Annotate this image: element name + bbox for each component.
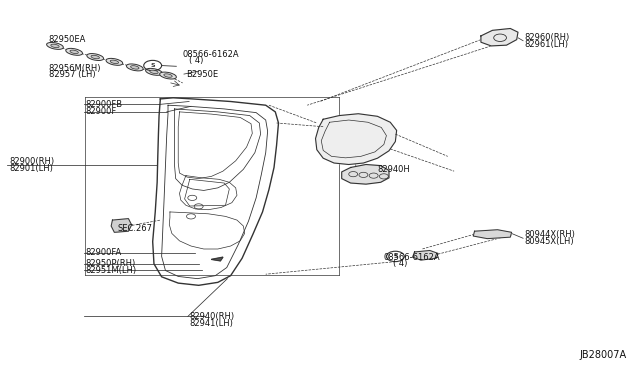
Polygon shape <box>342 164 389 184</box>
Polygon shape <box>111 219 132 232</box>
Text: 82900FB: 82900FB <box>86 100 123 109</box>
Text: 82957 (LH): 82957 (LH) <box>49 70 95 79</box>
Ellipse shape <box>127 64 143 71</box>
Text: 82960(RH): 82960(RH) <box>524 33 570 42</box>
Ellipse shape <box>47 42 63 49</box>
Polygon shape <box>413 250 438 260</box>
Text: 82950EA: 82950EA <box>49 35 86 44</box>
Text: 08566-6162A: 08566-6162A <box>182 50 239 59</box>
Text: 82900F: 82900F <box>86 108 117 116</box>
Text: 82951M(LH): 82951M(LH) <box>86 266 137 275</box>
Ellipse shape <box>70 50 78 54</box>
Text: 82900FA: 82900FA <box>86 248 122 257</box>
Ellipse shape <box>87 54 104 61</box>
Text: B2950E: B2950E <box>186 70 218 79</box>
Text: 80944X(RH): 80944X(RH) <box>524 230 575 240</box>
Ellipse shape <box>66 48 83 55</box>
Text: 82941(LH): 82941(LH) <box>189 319 233 328</box>
Ellipse shape <box>51 44 59 48</box>
Ellipse shape <box>150 70 158 74</box>
Ellipse shape <box>131 66 139 69</box>
Text: 82940(RH): 82940(RH) <box>189 312 234 321</box>
Polygon shape <box>211 257 223 261</box>
Text: S: S <box>393 254 397 259</box>
Text: 82961(LH): 82961(LH) <box>524 39 568 49</box>
Text: 82956M(RH): 82956M(RH) <box>49 64 101 73</box>
Polygon shape <box>316 114 397 164</box>
Ellipse shape <box>159 72 177 79</box>
Text: SEC.267: SEC.267 <box>118 224 152 233</box>
Ellipse shape <box>91 55 99 59</box>
Ellipse shape <box>106 58 123 65</box>
Text: S: S <box>150 63 155 68</box>
Ellipse shape <box>145 68 163 75</box>
Text: 82901(LH): 82901(LH) <box>9 164 53 173</box>
Polygon shape <box>473 230 511 238</box>
Text: ( 4): ( 4) <box>189 56 204 65</box>
Text: 08566-6162A: 08566-6162A <box>384 253 440 262</box>
Text: 82950P(RH): 82950P(RH) <box>86 259 136 268</box>
Ellipse shape <box>164 74 172 77</box>
Text: 82900(RH): 82900(RH) <box>9 157 54 166</box>
Text: 80945X(LH): 80945X(LH) <box>524 237 574 246</box>
Text: JB28007A: JB28007A <box>579 350 627 360</box>
Ellipse shape <box>110 60 118 64</box>
Polygon shape <box>481 29 518 46</box>
Text: ( 4): ( 4) <box>394 259 408 268</box>
Text: 82940H: 82940H <box>378 165 410 174</box>
